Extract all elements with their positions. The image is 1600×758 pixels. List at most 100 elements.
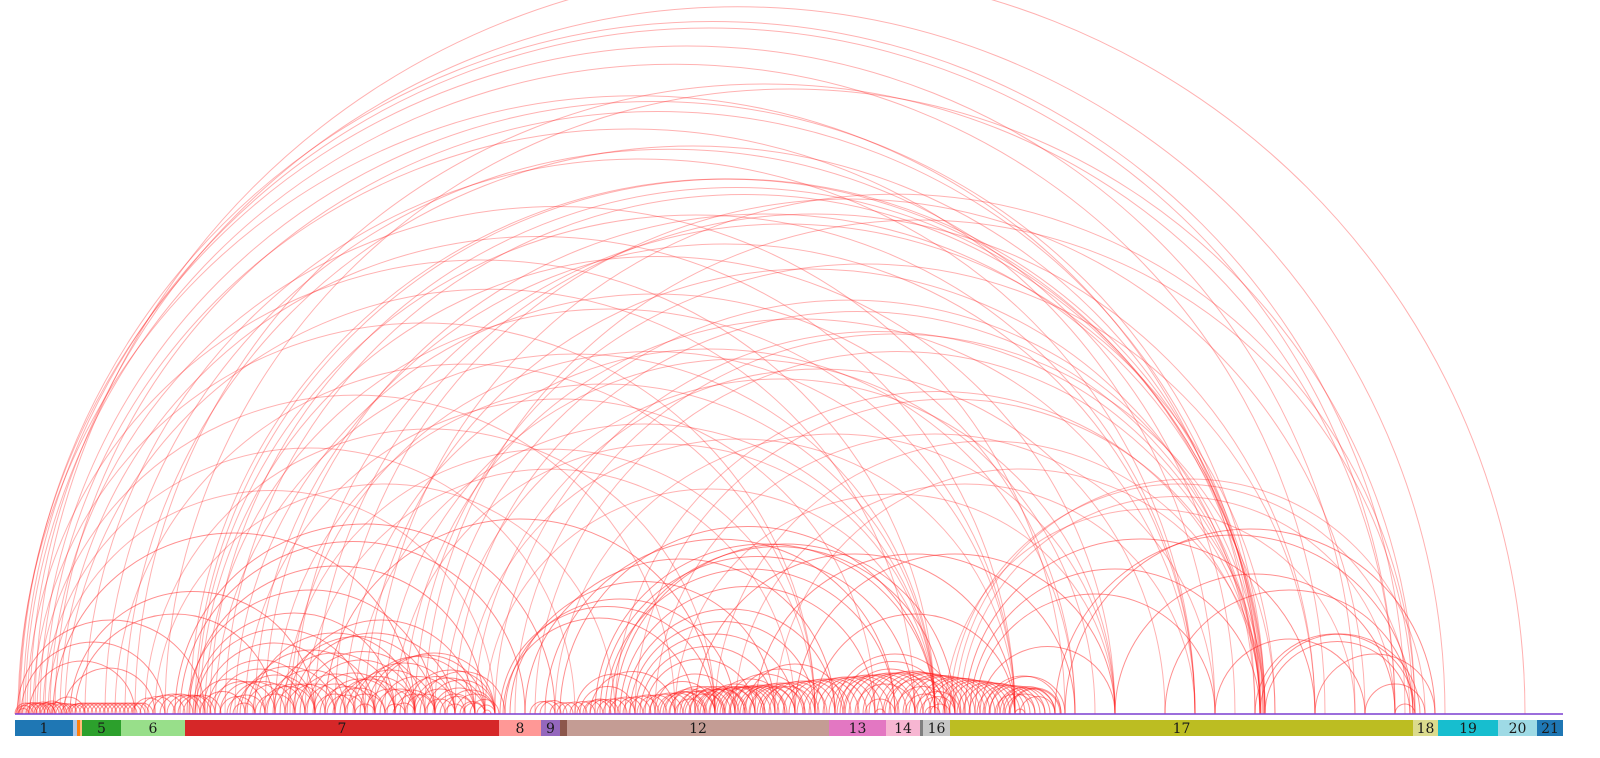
- arc-link: [984, 675, 1062, 715]
- arc-link: [304, 683, 366, 715]
- arc-link: [264, 683, 326, 715]
- arc-link: [15, 705, 34, 715]
- arc-link: [324, 678, 396, 715]
- arc-link: [482, 709, 492, 715]
- arc-link: [332, 687, 386, 715]
- arc-link: [434, 299, 1264, 715]
- arc-link: [239, 666, 336, 715]
- arc-link: [339, 676, 416, 715]
- arc-link: [104, 148, 1236, 715]
- arc-link: [794, 553, 1116, 715]
- segment-minor-2: [77, 720, 80, 736]
- arc-link: [559, 526, 936, 715]
- arc-link: [114, 363, 816, 715]
- arc-link: [114, 702, 138, 715]
- segment-7: [185, 720, 499, 736]
- arc-link: [86, 702, 110, 715]
- segment-minor-13: [920, 720, 923, 736]
- arc-link: [544, 538, 896, 715]
- segment-5: [82, 720, 121, 736]
- arc-link: [754, 553, 1076, 715]
- segment-label-16: 16: [928, 721, 946, 737]
- arc-link: [469, 699, 500, 715]
- arc-link: [194, 628, 366, 715]
- arc-link: [254, 693, 296, 715]
- arc-link: [199, 256, 1116, 715]
- arc-link: [324, 518, 716, 715]
- arc-link: [209, 681, 276, 715]
- segment-16: [923, 720, 950, 736]
- segment-19: [1438, 720, 1498, 736]
- arc-link: [1259, 633, 1421, 715]
- arc-link: [51, 703, 74, 715]
- arc-link: [919, 696, 956, 715]
- arc-link: [229, 681, 296, 715]
- segment-label-18: 18: [1417, 721, 1435, 737]
- arc-link: [254, 243, 1196, 715]
- segment-label-5: 5: [97, 721, 106, 737]
- arc-link: [962, 682, 1026, 715]
- arc-link: [246, 649, 376, 715]
- arc-link: [134, 83, 1396, 715]
- arc-link: [384, 358, 1096, 715]
- arc-link: [182, 694, 222, 715]
- arc-link: [539, 700, 568, 715]
- arc-link: [202, 642, 346, 715]
- arc-link: [714, 440, 1262, 715]
- arc-link: [314, 693, 356, 715]
- arc-link: [272, 652, 396, 715]
- arc-link: [628, 694, 668, 715]
- segment-20: [1498, 720, 1537, 736]
- arc-link: [1214, 638, 1366, 715]
- arc-link: [414, 688, 466, 715]
- arc-link: [454, 693, 496, 715]
- arc-link: [444, 378, 1116, 715]
- arc-link: [1004, 693, 1046, 715]
- arc-link: [569, 701, 596, 715]
- arc-link: [609, 546, 946, 715]
- segment-label-12: 12: [689, 721, 707, 737]
- arc-link: [102, 702, 126, 715]
- arc-link: [154, 483, 616, 715]
- arc-link: [289, 351, 1016, 715]
- arc-link: [354, 423, 936, 715]
- arc-link: [179, 541, 526, 715]
- segment-8: [499, 720, 541, 736]
- segment-label-20: 20: [1509, 721, 1527, 737]
- arc-link: [106, 702, 130, 715]
- arc-link: [33, 703, 56, 715]
- arc-link: [47, 490, 496, 715]
- segment-minor-9: [560, 720, 567, 736]
- arc-link: [936, 679, 1006, 715]
- arc-link: [28, 660, 136, 715]
- arc-link: [959, 496, 1396, 715]
- arc-link: [902, 675, 981, 715]
- arc-link: [118, 702, 142, 715]
- arc-link: [574, 673, 656, 715]
- arc-link: [982, 685, 1041, 715]
- arc-link: [554, 433, 1116, 715]
- arc-link: [352, 662, 456, 715]
- arc-link: [374, 193, 1416, 715]
- arc-link: [976, 684, 1036, 715]
- arc-link: [1008, 687, 1062, 715]
- arc-link: [284, 448, 816, 715]
- arc-link: [599, 556, 916, 715]
- arc-link: [594, 543, 936, 715]
- arc-link: [708, 686, 764, 715]
- arc-link: [82, 702, 106, 715]
- arc-link: [424, 219, 1414, 715]
- arc-link: [244, 398, 876, 715]
- arc-link: [648, 692, 692, 715]
- arc-link: [98, 702, 122, 715]
- segments-track: 1 5 6 7 8 9 12 13 14 16 17 18 19 20 21: [15, 720, 1563, 737]
- arc-link: [996, 687, 1051, 715]
- arc-link: [36, 394, 676, 715]
- arc-link: [1164, 589, 1414, 715]
- arc-link: [236, 674, 316, 715]
- arc-link: [69, 591, 316, 715]
- arc-link: [514, 333, 1276, 715]
- arc-link: [922, 677, 996, 715]
- arc-link: [928, 678, 1001, 715]
